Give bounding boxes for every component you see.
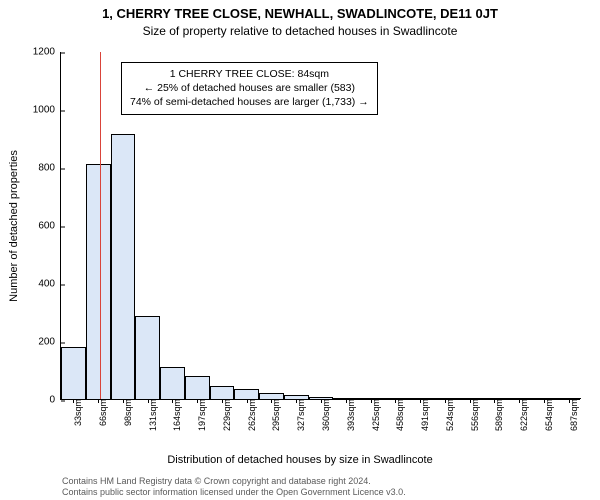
chart-container: 1, CHERRY TREE CLOSE, NEWHALL, SWADLINCO… — [0, 0, 600, 500]
footer-line2: Contains public sector information licen… — [62, 487, 406, 498]
x-tick: 425sqm — [369, 399, 381, 431]
x-tick: 98sqm — [121, 399, 133, 426]
y-tick: 800 — [38, 163, 61, 174]
histogram-bar — [61, 347, 86, 399]
histogram-bar — [234, 389, 259, 399]
x-tick: 360sqm — [319, 399, 331, 431]
annotation-line2: ← 25% of detached houses are smaller (58… — [130, 81, 369, 95]
x-tick: 327sqm — [294, 399, 306, 431]
x-tick: 556sqm — [468, 399, 480, 431]
x-axis-label: Distribution of detached houses by size … — [0, 454, 600, 466]
annotation-box: 1 CHERRY TREE CLOSE: 84sqm ← 25% of deta… — [121, 62, 378, 115]
x-tick: 229sqm — [220, 399, 232, 431]
footer-attribution: Contains HM Land Registry data © Crown c… — [62, 476, 406, 498]
x-tick: 687sqm — [567, 399, 579, 431]
x-tick: 164sqm — [170, 399, 182, 431]
histogram-bar — [111, 134, 136, 399]
x-tick: 295sqm — [269, 399, 281, 431]
histogram-bar — [160, 367, 185, 399]
x-tick: 622sqm — [517, 399, 529, 431]
y-axis-label: Number of detached properties — [8, 150, 20, 302]
x-tick: 33sqm — [71, 399, 83, 426]
chart-title-line1: 1, CHERRY TREE CLOSE, NEWHALL, SWADLINCO… — [0, 6, 600, 21]
y-tick: 600 — [38, 221, 61, 232]
x-tick: 393sqm — [344, 399, 356, 431]
x-tick: 654sqm — [542, 399, 554, 431]
annotation-line1: 1 CHERRY TREE CLOSE: 84sqm — [130, 67, 369, 81]
x-tick: 262sqm — [245, 399, 257, 431]
x-tick: 66sqm — [96, 399, 108, 426]
y-tick: 0 — [49, 395, 61, 406]
histogram-bar — [210, 386, 235, 399]
y-tick: 1000 — [33, 105, 61, 116]
x-tick: 491sqm — [418, 399, 430, 431]
y-tick: 200 — [38, 337, 61, 348]
plot-area: 1 CHERRY TREE CLOSE: 84sqm ← 25% of deta… — [60, 52, 580, 400]
annotation-line3: 74% of semi-detached houses are larger (… — [130, 95, 369, 109]
footer-line1: Contains HM Land Registry data © Crown c… — [62, 476, 406, 487]
x-tick: 458sqm — [393, 399, 405, 431]
histogram-bar — [135, 316, 160, 399]
y-tick: 1200 — [33, 47, 61, 58]
histogram-bar — [86, 164, 111, 399]
y-tick: 400 — [38, 279, 61, 290]
histogram-bar — [185, 376, 210, 399]
reference-line — [100, 52, 101, 399]
x-tick: 131sqm — [146, 399, 158, 431]
x-tick: 524sqm — [443, 399, 455, 431]
x-tick: 197sqm — [195, 399, 207, 431]
chart-title-line2: Size of property relative to detached ho… — [0, 24, 600, 38]
x-tick: 589sqm — [492, 399, 504, 431]
